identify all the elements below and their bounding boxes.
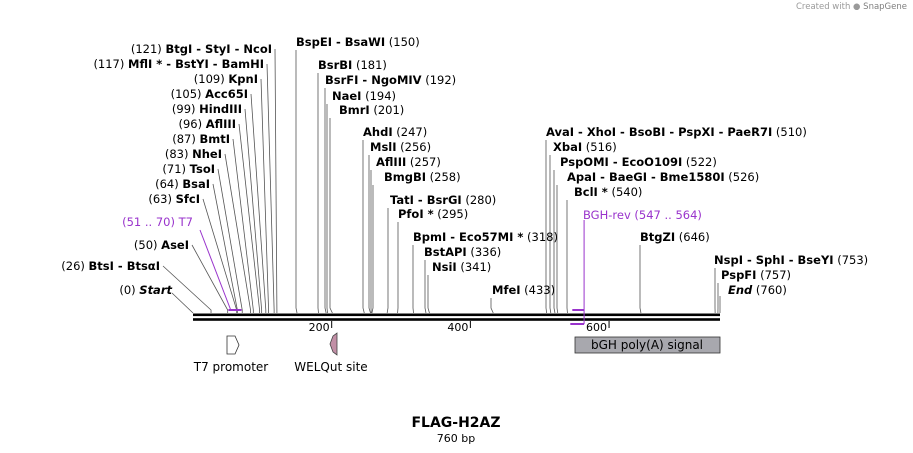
credit-brand: SnapGene [863,2,907,12]
site-leader [490,298,494,314]
end-label: End (760) [728,283,787,297]
site-label-sfci: (63) SfcI [148,192,200,206]
site-leader [317,73,319,314]
site-label-nspi: NspI - SphI - BseYI (753) [714,253,868,267]
site-leader [553,170,556,314]
feature-label-welqut-site: WELQut site [294,360,367,374]
primer-leader [199,229,231,310]
site-leader [324,88,327,314]
site-label-naei: NaeI (194) [332,89,396,103]
map-title: FLAG-H2AZ [411,415,500,431]
site-leader [162,265,212,313]
snapgene-credit: Created with ● SnapGene [796,2,907,12]
site-label-bcli: BclI * (540) [574,185,642,199]
site-leader [371,185,374,314]
site-leader [232,138,254,313]
feature-annotations: T7 promoter WELQut site bGH poly(A) signal [193,332,721,374]
site-label-bmti: (87) BmtI [172,132,230,146]
site-leader [266,63,275,313]
site-label-bsrfi: BsrFI - NgoMIV (192) [325,73,456,87]
primer-label-bgh-rev: BGH-rev (547 .. 564) [583,208,702,222]
site-label-tati: TatI - BsrGI (280) [390,193,496,207]
site-label-tsoi: (71) TsoI [162,162,215,176]
site-leader [412,245,414,314]
site-leader [329,118,333,314]
site-label-mfei: MfeI (433) [492,283,555,297]
site-label-btgzi: BtgZI (646) [640,230,710,244]
site-label-bsrbi: BsrBI (181) [318,58,387,72]
bottom-strand [193,318,720,321]
tick-label: 200 [309,321,330,334]
site-leader [217,168,243,313]
site-leader [224,153,251,313]
site-label-bpmi: BpmI - Eco57MI * (318) [413,230,558,244]
cleavage-site-icon [329,332,338,356]
site-leader [639,245,642,314]
site-label-kpni: (109) KpnI [194,72,258,86]
feature-label-t7-promoter: T7 promoter [193,360,269,374]
site-label-pspfi: PspFI (757) [721,268,791,282]
site-leaders [162,48,721,314]
site-leader [386,208,389,314]
site-label-pfoi: PfoI * (295) [398,207,468,221]
site-leader [326,104,328,314]
site-leader [260,78,269,313]
enzyme-labels: (26) BtsI - BtsαI (50) AseI (63) SfcI(64) … [61,35,868,297]
site-label-asei: (50) AseI [134,238,189,252]
site-leader [362,140,365,314]
site-label-afliii: AflIII (257) [376,155,441,169]
site-leader [250,93,267,313]
start-leader [171,292,194,314]
site-leader [424,260,427,314]
site-label-apai: ApaI - BaeGI - Bme1580I (526) [567,170,759,184]
start-label: (0) Start [119,283,172,297]
site-leader [549,155,552,314]
site-leader [368,155,371,314]
site-label-ahdi: AhdI (247) [363,125,427,139]
map-length: 760 bp [437,432,475,445]
site-label-nsii: NsiI (341) [432,260,491,274]
site-label-btgi: (121) BtgI - StyI - NcoI [131,42,272,56]
site-label-bmgbi: BmgBI (258) [384,170,461,184]
site-label-avai: AvaI - XhoI - BsoBI - PspXI - PaeR7I (51… [546,125,807,139]
site-leader [191,244,229,313]
site-label-afliii: (96) AflIII [178,117,236,131]
site-label-hindiii: (99) HindIII [172,102,242,116]
site-leader [295,50,298,314]
credit-prefix: Created with [795,2,851,12]
polya-signal-box [574,336,721,354]
ruler-ticks: 200 400 600 [309,321,610,334]
site-leader [238,123,260,313]
site-label-msli: MslI (256) [370,140,431,154]
site-label-bstapi: BstAPI (336) [424,245,501,259]
tick-label: 400 [447,321,468,334]
site-label-acc65i: (105) Acc65I [171,87,248,101]
top-strand [193,313,720,317]
site-label-pspomi: PspOMI - EcoO109I (522) [560,155,717,169]
tick-label: 600 [586,321,607,334]
site-leader [545,140,548,314]
site-leader [556,185,559,314]
site-label-nhei: (83) NheI [165,147,222,161]
primer-annotations [199,220,585,325]
site-leader [212,183,238,313]
snapgene-logo-icon: ● [853,2,861,12]
site-leader [244,108,263,313]
site-label-bmri: BmrI (201) [339,103,404,117]
map-title-group: FLAG-H2AZ 760 bp [411,415,500,445]
site-label-btsi: (26) BtsI - BtsαI [61,259,160,273]
site-leader [274,48,278,313]
promoter-arrow-icon [226,335,240,355]
site-leader [427,275,430,314]
site-label-bspei: BspEI - BsaWI (150) [296,35,420,49]
dna-backbone [193,313,720,321]
site-label-mfli: (117) MflI * - BstYI - BamHI [93,57,264,71]
feature-label-bgh-polya: bGH poly(A) signal [591,338,703,352]
site-label-bsai: (64) BsaI [155,177,210,191]
site-label-xbai: XbaI (516) [553,140,617,154]
primer-label-t7: (51 .. 70) T7 [122,215,193,229]
